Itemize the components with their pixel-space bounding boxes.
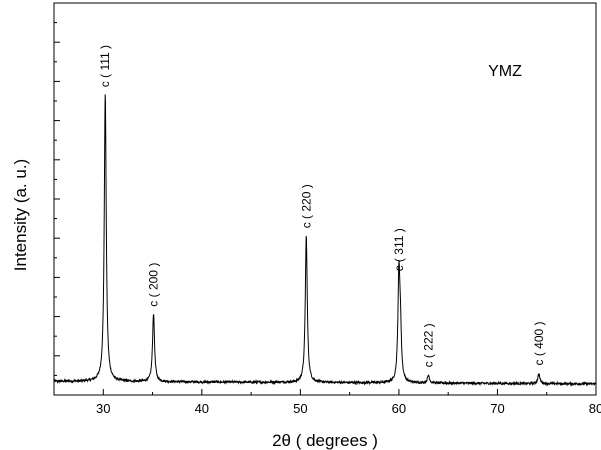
peak-label: c ( 220 ) <box>299 184 313 228</box>
sample-label: YMZ <box>488 63 522 80</box>
y-axis <box>54 2 60 396</box>
y-axis-label: Intensity (a. u.) <box>11 159 30 271</box>
peak-label: c ( 311 ) <box>392 228 406 271</box>
peak-label: c ( 400 ) <box>532 321 546 365</box>
peak-label: c ( 222 ) <box>422 323 436 367</box>
peak-label: c ( 200 ) <box>147 263 161 307</box>
x-tick-label: 80 <box>589 401 601 416</box>
x-tick-label: 30 <box>96 401 110 416</box>
x-tick-label: 60 <box>392 401 406 416</box>
x-tick-label: 70 <box>490 401 504 416</box>
x-tick-label: 50 <box>293 401 307 416</box>
plot-frame <box>53 2 597 396</box>
x-axis-label: 2θ ( degrees ) <box>272 431 378 450</box>
peak-label: c ( 111 ) <box>98 45 112 87</box>
x-tick-label: 40 <box>195 401 209 416</box>
x-axis: 30 40 50 60 70 80 <box>53 389 601 416</box>
peak-labels: c ( 111 ) c ( 200 ) c ( 220 ) c ( 311 ) c ( … <box>98 45 546 367</box>
xrd-pattern-line <box>53 94 597 387</box>
